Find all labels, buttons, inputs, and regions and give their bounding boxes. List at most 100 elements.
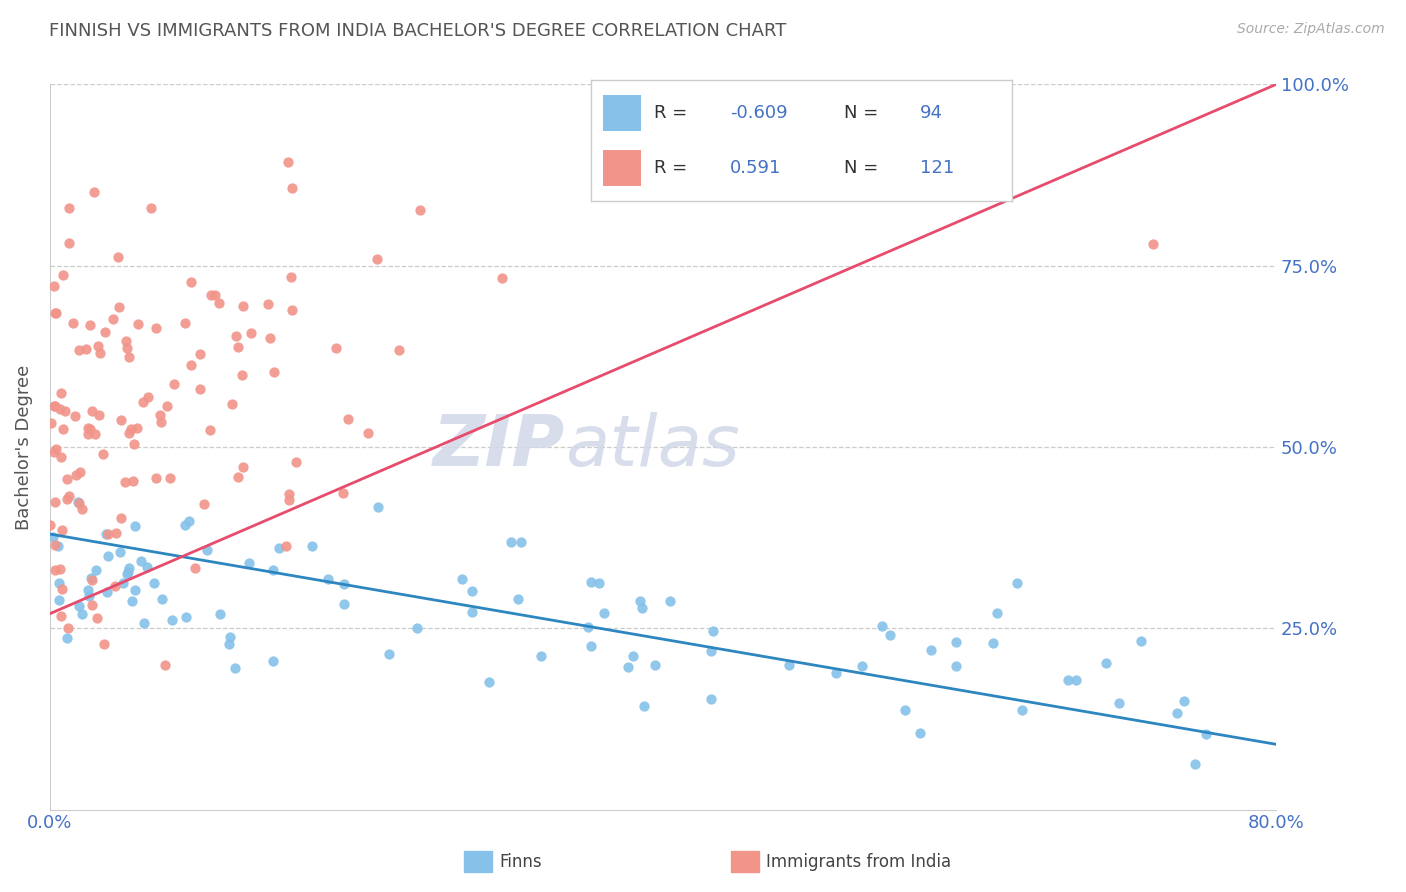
Point bbox=[499, 535, 522, 549]
Point bbox=[180, 275, 202, 289]
Point bbox=[67, 496, 90, 510]
Point bbox=[333, 577, 356, 591]
Point bbox=[115, 341, 138, 355]
Point bbox=[58, 621, 80, 635]
Point bbox=[129, 554, 152, 568]
Point bbox=[700, 692, 723, 706]
Point bbox=[51, 450, 73, 464]
Point bbox=[44, 399, 66, 413]
Point bbox=[101, 311, 124, 326]
Point bbox=[367, 500, 389, 514]
Point bbox=[39, 417, 62, 431]
Point bbox=[316, 572, 339, 586]
Point bbox=[82, 404, 104, 418]
Point bbox=[67, 599, 90, 613]
Point bbox=[160, 614, 183, 628]
Point bbox=[588, 576, 610, 591]
Point bbox=[188, 382, 211, 396]
Point bbox=[58, 201, 80, 215]
Text: 94: 94 bbox=[920, 103, 942, 122]
Point bbox=[77, 583, 100, 598]
Point bbox=[118, 426, 141, 441]
Point bbox=[1142, 236, 1164, 251]
Point bbox=[451, 572, 474, 586]
Point bbox=[224, 661, 246, 675]
Point bbox=[263, 365, 285, 379]
Point bbox=[630, 601, 652, 615]
Point bbox=[44, 563, 66, 577]
Point bbox=[778, 658, 800, 673]
Point bbox=[269, 541, 291, 555]
Point bbox=[195, 542, 218, 557]
Point bbox=[46, 539, 69, 553]
Point bbox=[115, 567, 138, 582]
Text: N =: N = bbox=[844, 159, 877, 178]
Point bbox=[142, 575, 165, 590]
Point bbox=[139, 202, 162, 216]
Point bbox=[97, 527, 120, 541]
Point bbox=[136, 559, 159, 574]
Point bbox=[1108, 696, 1130, 710]
Point bbox=[79, 422, 101, 436]
Point bbox=[277, 154, 299, 169]
Point bbox=[84, 563, 107, 577]
Point bbox=[44, 399, 66, 413]
Point bbox=[240, 326, 263, 341]
Point bbox=[150, 592, 173, 607]
Point bbox=[132, 395, 155, 409]
Point bbox=[149, 408, 172, 422]
Point bbox=[162, 377, 184, 392]
Point bbox=[107, 250, 129, 264]
Point bbox=[945, 659, 967, 673]
Point bbox=[579, 640, 602, 654]
Point bbox=[52, 422, 75, 436]
Point bbox=[825, 666, 848, 681]
Point bbox=[633, 699, 655, 714]
Point bbox=[208, 296, 231, 310]
Point bbox=[120, 422, 142, 436]
Point bbox=[530, 648, 553, 663]
Point bbox=[67, 343, 90, 357]
Point bbox=[94, 326, 117, 340]
Point bbox=[86, 611, 108, 625]
Point bbox=[188, 347, 211, 361]
Point bbox=[80, 571, 103, 585]
Point bbox=[204, 288, 226, 302]
Text: Finns: Finns bbox=[499, 853, 541, 871]
Point bbox=[174, 316, 197, 330]
Point bbox=[108, 300, 131, 314]
Point bbox=[262, 563, 284, 577]
Point bbox=[75, 343, 97, 357]
Point bbox=[62, 316, 84, 330]
Point bbox=[136, 390, 159, 404]
Point bbox=[76, 427, 98, 442]
Point bbox=[1166, 706, 1188, 720]
Point bbox=[153, 657, 176, 672]
Point bbox=[110, 413, 132, 427]
Point bbox=[218, 637, 240, 651]
Point bbox=[96, 584, 118, 599]
Point bbox=[49, 561, 72, 575]
Point bbox=[76, 420, 98, 434]
Point bbox=[156, 399, 179, 413]
Point bbox=[616, 660, 638, 674]
Point bbox=[702, 624, 724, 639]
Point bbox=[49, 386, 72, 401]
Point bbox=[238, 557, 260, 571]
Text: 0.591: 0.591 bbox=[730, 159, 782, 178]
Point bbox=[39, 517, 62, 532]
Point bbox=[1007, 576, 1029, 591]
Point bbox=[256, 297, 278, 311]
Point bbox=[51, 582, 73, 597]
Point bbox=[337, 412, 360, 426]
Point bbox=[77, 589, 100, 603]
Point bbox=[134, 615, 156, 630]
Point bbox=[193, 497, 215, 511]
Point bbox=[621, 648, 644, 663]
Point bbox=[58, 490, 80, 504]
Point bbox=[112, 576, 135, 591]
Point bbox=[986, 607, 1008, 621]
Point bbox=[89, 345, 111, 359]
Point bbox=[1173, 694, 1195, 708]
Point bbox=[506, 592, 529, 607]
